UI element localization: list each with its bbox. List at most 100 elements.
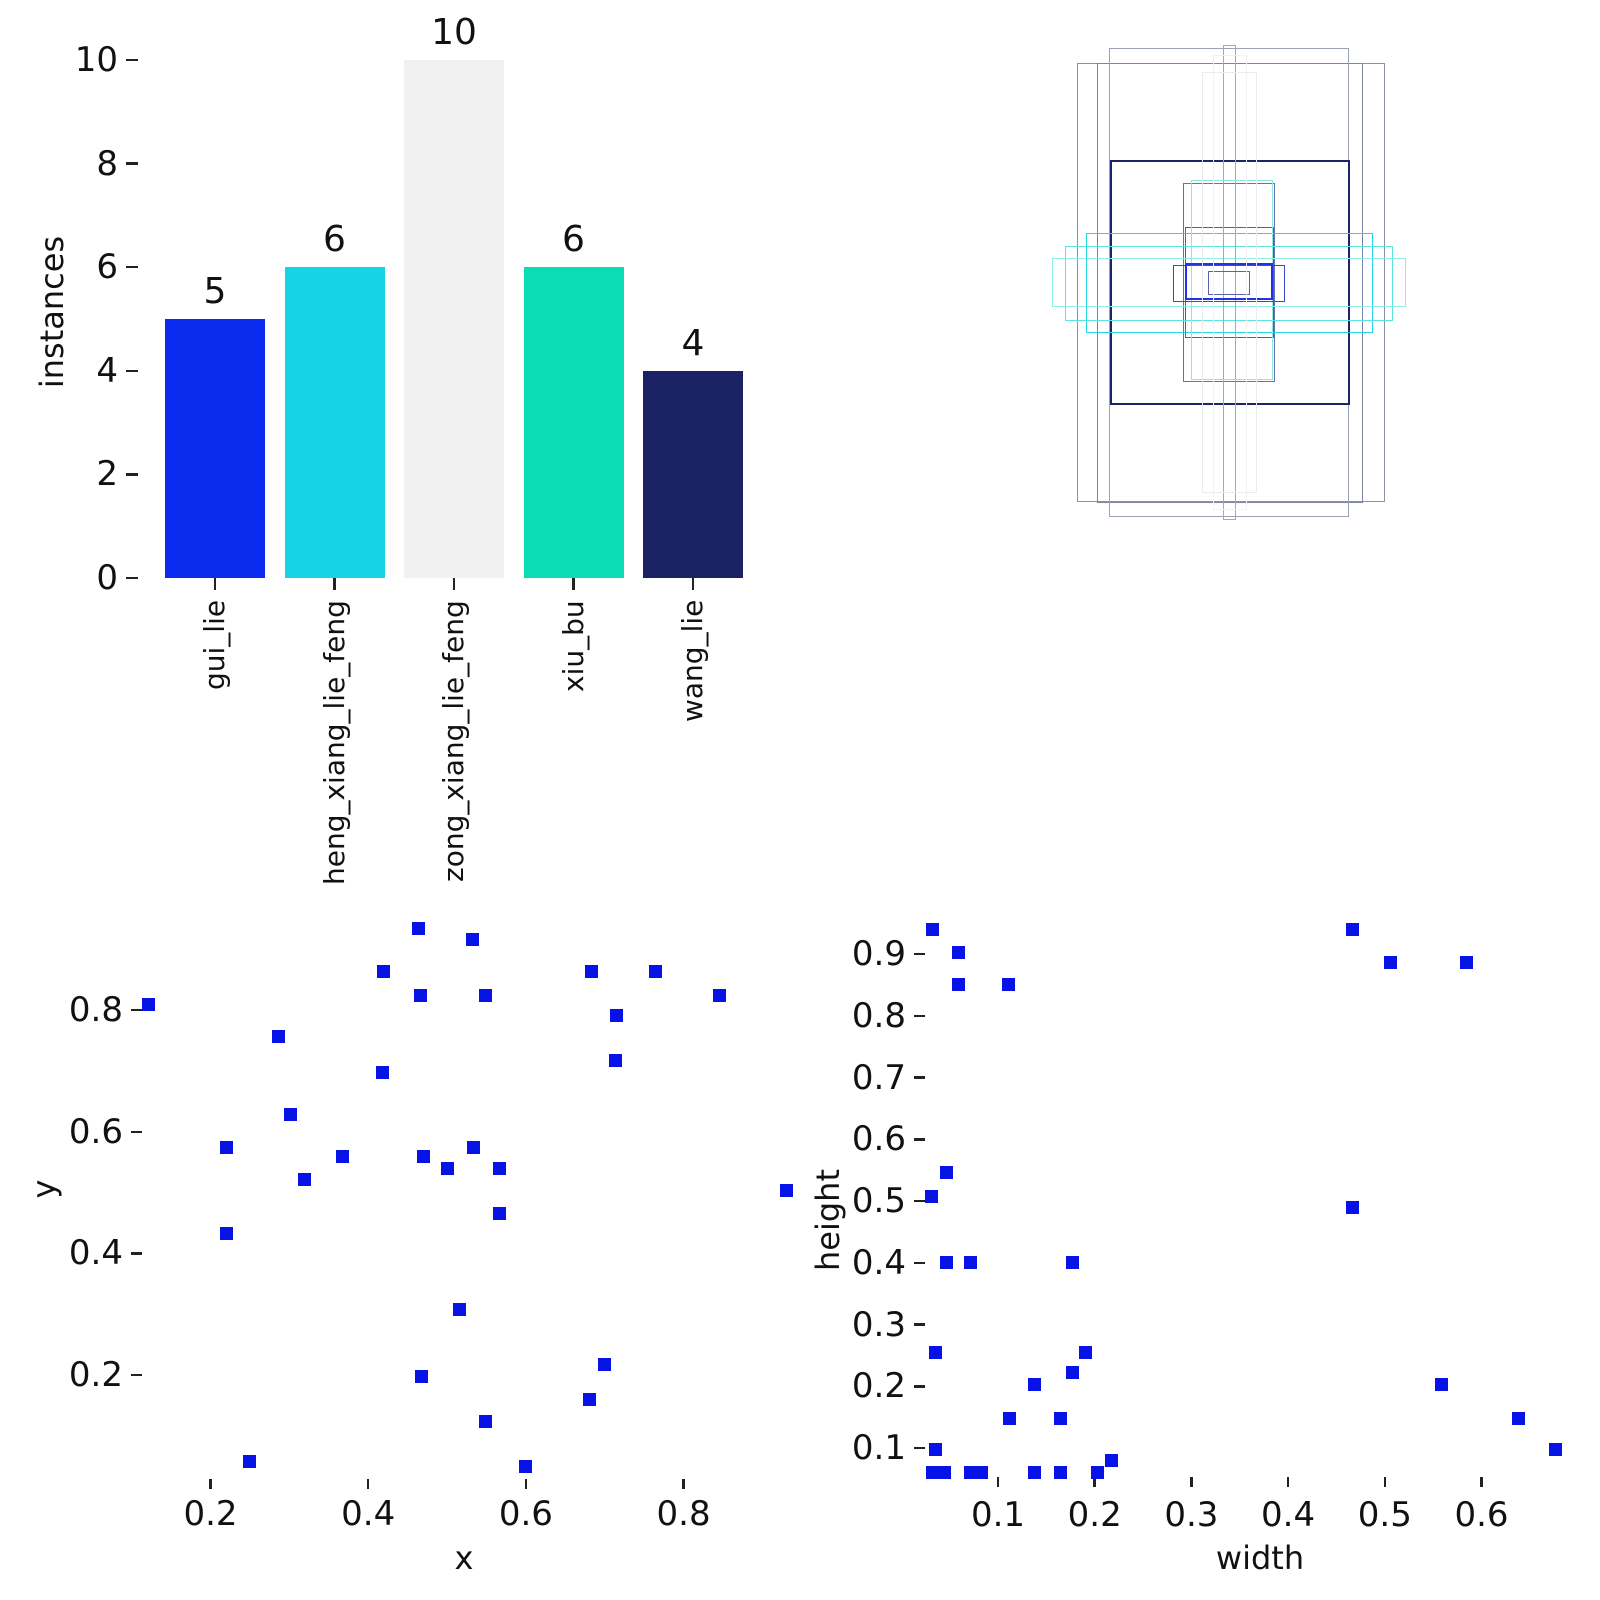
scatter-point (938, 1465, 952, 1479)
x-tick-mark (1093, 1477, 1096, 1487)
y-tick-label: 0.1 (851, 1428, 906, 1468)
bar-y-tick-label: 8 (96, 143, 118, 184)
x-tick-mark (1190, 1477, 1193, 1487)
bar-value-label: 10 (431, 12, 477, 53)
scatter-point (518, 1459, 532, 1473)
scatter-point (1003, 1411, 1017, 1425)
scatter-point (416, 1150, 430, 1164)
scatter-point (951, 978, 965, 992)
scatter-point (219, 1140, 233, 1154)
x-tick-label: 0.8 (656, 1494, 711, 1534)
bar-y-tick-label: 2 (96, 454, 118, 495)
box-outline (1173, 265, 1286, 302)
y-tick-mark (914, 1261, 925, 1264)
x-tick-mark (366, 1479, 370, 1489)
scatter-point (584, 965, 598, 979)
bar (643, 370, 743, 578)
x-tick-label: 0.3 (1164, 1495, 1219, 1535)
scatter-point (412, 922, 426, 936)
box-outline (1213, 55, 1248, 510)
bar (404, 60, 504, 578)
scatter-point (1028, 1377, 1042, 1391)
x-tick-label: 0.4 (1261, 1495, 1316, 1535)
scatter-point (465, 933, 479, 947)
scatter-point (243, 1455, 257, 1469)
bar-y-tick-mark (126, 473, 138, 476)
bar-x-tick-mark (691, 578, 695, 590)
scatter-point (1435, 1377, 1449, 1391)
scatter-point (1346, 922, 1360, 936)
bar-y-tick-mark (126, 576, 138, 580)
scatter-point (928, 1442, 942, 1456)
box-outline (1109, 48, 1349, 517)
scatter-point (940, 1255, 954, 1269)
x-tick-label: 0.2 (183, 1494, 238, 1534)
y-tick-mark (131, 1373, 142, 1377)
box-outline (1185, 227, 1275, 338)
box-outline (1077, 63, 1385, 502)
bar-value-label: 4 (681, 322, 705, 364)
scatter-point (453, 1303, 467, 1317)
y-tick-mark (914, 1446, 925, 1450)
bar (165, 319, 265, 578)
x-tick-mark (524, 1479, 528, 1489)
scatter-point (925, 1465, 939, 1479)
bar (523, 267, 624, 578)
x-tick-mark (1383, 1477, 1387, 1487)
scatter-point (493, 1161, 507, 1175)
scatter-point (479, 1414, 493, 1428)
box-outline (1182, 183, 1275, 382)
y-tick-label: 0.6 (68, 1111, 123, 1152)
y-tick-mark (131, 1252, 142, 1255)
y-tick-label: 0.9 (851, 934, 906, 974)
bar (284, 267, 385, 578)
scatter-point (925, 922, 939, 936)
scatter-point (964, 1255, 978, 1269)
scatter-point (1054, 1465, 1068, 1479)
x-tick-label: 0.6 (1454, 1495, 1509, 1535)
bar-y-tick-mark (126, 58, 138, 62)
y-tick-label: 0.3 (851, 1304, 906, 1345)
bar-y-tick-mark (126, 369, 138, 373)
y-tick-mark (131, 1008, 142, 1012)
bar-y-tick-label: 10 (74, 40, 118, 80)
scatter-point (440, 1161, 454, 1175)
y-tick-mark (914, 1014, 925, 1017)
scatter-point (479, 988, 493, 1002)
box-outline (1110, 160, 1350, 405)
bar-x-tick-mark (572, 578, 575, 590)
x-tick-mark (682, 1479, 685, 1489)
scatter-point (1549, 1443, 1563, 1457)
wh-x-axis-label: width (1215, 1539, 1305, 1577)
x-tick-label: 0.5 (1357, 1495, 1412, 1535)
scatter-point (951, 945, 965, 959)
scatter-point (598, 1357, 612, 1371)
scatter-point (583, 1393, 597, 1407)
bar-category-label: xiu_bu (556, 600, 590, 692)
scatter-point (467, 1140, 481, 1154)
scatter-point (336, 1150, 350, 1164)
scatter-point (271, 1030, 285, 1044)
x-tick-mark (1286, 1477, 1290, 1487)
scatter-point (1065, 1366, 1079, 1380)
scatter-point (297, 1172, 311, 1186)
scatter-point (493, 1207, 507, 1221)
bar-value-label: 5 (203, 271, 227, 312)
scatter-point (713, 988, 727, 1002)
x-tick-label: 0.4 (341, 1494, 396, 1534)
xy-x-axis-label: x (454, 1539, 474, 1577)
y-tick-label: 0.8 (68, 990, 123, 1031)
scatter-point (648, 965, 662, 979)
scatter-point (928, 1345, 942, 1359)
scatter-point (1346, 1200, 1360, 1214)
scatter-point (1079, 1345, 1093, 1359)
scatter-point (1054, 1411, 1068, 1425)
scatter-point (376, 965, 390, 979)
box-outline (1097, 63, 1363, 503)
scatter-point (415, 1369, 429, 1383)
bar-y-tick-mark (126, 265, 138, 269)
scatter-point (413, 988, 427, 1002)
bar-y-tick-mark (126, 162, 138, 165)
y-tick-mark (914, 1138, 925, 1141)
